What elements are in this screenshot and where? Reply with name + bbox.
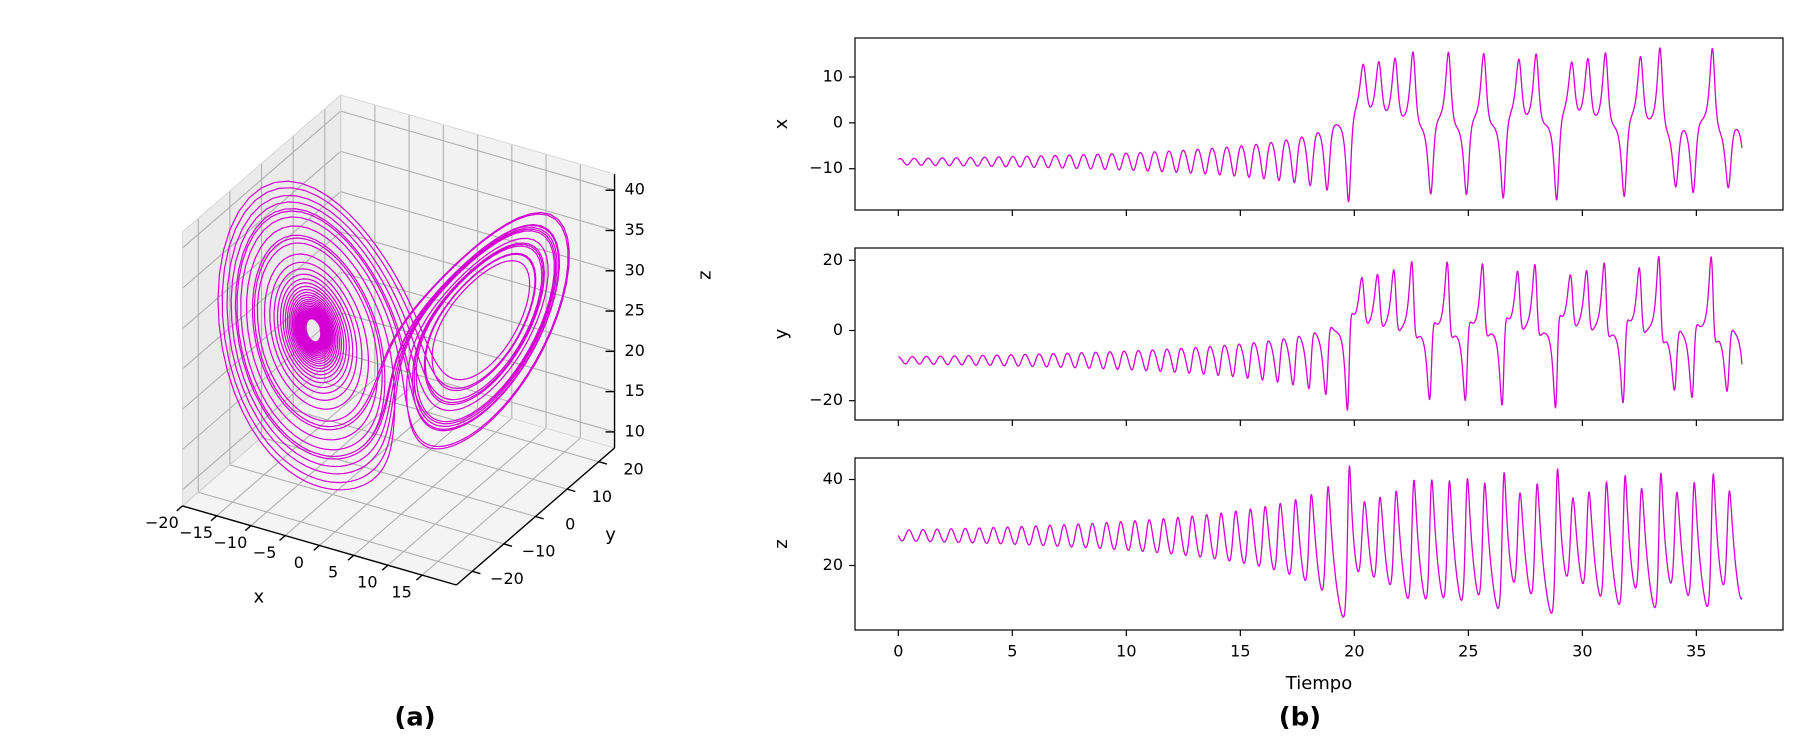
y-tick-mark bbox=[503, 543, 513, 547]
caption-b: (b) bbox=[1279, 703, 1321, 733]
timeseries-panel-x bbox=[849, 37, 1784, 216]
caption-a: (a) bbox=[394, 703, 435, 733]
pane-edge bbox=[340, 94, 615, 175]
x-tick-label: 15 bbox=[1230, 642, 1250, 661]
y-tick-label: 10 bbox=[823, 66, 843, 85]
y-axis-label: y bbox=[605, 524, 616, 545]
grid-line bbox=[340, 271, 615, 352]
x-tick-label: 0 bbox=[294, 553, 304, 572]
y-axis-label: x bbox=[771, 118, 792, 129]
y-tick-label: 0 bbox=[833, 320, 843, 339]
x-axis-label: Tiempo bbox=[1285, 673, 1353, 694]
y-tick-mark bbox=[566, 488, 576, 493]
y-tick-label: −10 bbox=[522, 542, 556, 561]
z-tick-label: 20 bbox=[625, 341, 645, 360]
y-tick-label: 0 bbox=[565, 514, 575, 533]
grid-line bbox=[182, 110, 341, 249]
timeseries-panel-z bbox=[849, 457, 1784, 636]
x-tick-label: 30 bbox=[1572, 642, 1592, 661]
grid-line bbox=[340, 312, 615, 393]
y-tick-label: 40 bbox=[823, 469, 843, 488]
x-tick-mark bbox=[381, 564, 389, 571]
pane-edge bbox=[182, 94, 341, 233]
y-axis-label: y bbox=[771, 328, 792, 339]
grid-line bbox=[261, 436, 536, 518]
x-tick-label: 25 bbox=[1458, 642, 1478, 661]
y-tick-label: −20 bbox=[809, 390, 843, 409]
x-axis-label: x bbox=[253, 586, 264, 607]
y-tick-label: 0 bbox=[833, 112, 843, 131]
x-tick-label: −5 bbox=[253, 543, 277, 562]
grid-line bbox=[340, 231, 615, 312]
grid-line bbox=[182, 271, 341, 410]
x-tick-label: 5 bbox=[328, 563, 338, 582]
y-tick-label: 20 bbox=[623, 460, 643, 479]
z-axis-label: z bbox=[695, 270, 716, 279]
y-tick-label: −20 bbox=[490, 569, 524, 588]
y-tick-mark bbox=[598, 461, 608, 465]
grid-line bbox=[340, 110, 615, 191]
y-tick-label: 10 bbox=[592, 487, 612, 506]
y-tick-mark bbox=[535, 515, 544, 520]
timeseries-panel-y bbox=[849, 247, 1784, 426]
x-tick-mark bbox=[313, 544, 320, 551]
pane-edge bbox=[340, 368, 615, 449]
series-line-y bbox=[898, 255, 1743, 412]
x-tick-label: 5 bbox=[1007, 642, 1017, 661]
x-tick-label: −20 bbox=[145, 513, 179, 532]
grid-line bbox=[340, 352, 615, 433]
grid-line bbox=[198, 491, 473, 572]
series-line-x bbox=[897, 47, 1743, 203]
x-tick-mark bbox=[279, 535, 286, 542]
grid-line bbox=[182, 231, 341, 370]
x-tick-label: −15 bbox=[179, 523, 213, 542]
grid-line bbox=[182, 352, 341, 491]
x-tick-label: 10 bbox=[1116, 642, 1136, 661]
grid-line bbox=[229, 464, 504, 545]
grid-line bbox=[340, 150, 615, 232]
z-tick-label: 30 bbox=[625, 260, 645, 279]
z-tick-label: 25 bbox=[625, 301, 645, 320]
x-tick-mark bbox=[210, 515, 218, 522]
y-tick-label: −10 bbox=[809, 158, 843, 177]
x-tick-label: −10 bbox=[213, 533, 247, 552]
z-tick-label: 10 bbox=[625, 421, 645, 440]
z-tick-label: 35 bbox=[625, 220, 645, 239]
z-tick-label: 40 bbox=[625, 180, 645, 199]
grid-line bbox=[182, 150, 341, 289]
x-tick-label: 20 bbox=[1344, 642, 1364, 661]
attractor-line bbox=[217, 180, 570, 491]
x-tick-label: 0 bbox=[893, 642, 903, 661]
y-tick-label: 20 bbox=[823, 250, 843, 269]
plot-frame bbox=[854, 457, 1784, 631]
x-tick-label: 15 bbox=[391, 582, 411, 601]
grid-line bbox=[293, 409, 568, 490]
x-tick-mark bbox=[244, 525, 252, 532]
y-axis-label: z bbox=[771, 539, 792, 548]
plot-frame bbox=[854, 247, 1784, 421]
x-tick-mark bbox=[347, 554, 355, 561]
x-tick-mark bbox=[415, 574, 423, 581]
y-tick-label: 20 bbox=[823, 555, 843, 574]
y-tick-mark bbox=[472, 570, 481, 575]
plot-frame bbox=[854, 37, 1784, 211]
lorenz-3d-plot bbox=[176, 94, 616, 586]
z-tick-label: 15 bbox=[625, 381, 645, 400]
x-tick-mark bbox=[176, 505, 183, 512]
series-line-z bbox=[897, 464, 1743, 618]
x-tick-label: 35 bbox=[1686, 642, 1706, 661]
x-tick-label: 10 bbox=[357, 573, 377, 592]
